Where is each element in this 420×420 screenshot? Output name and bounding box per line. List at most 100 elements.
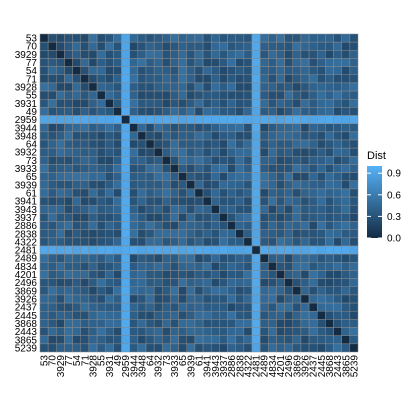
heatmap-cell <box>121 310 130 320</box>
heatmap-cell <box>227 286 236 296</box>
heatmap-cell <box>333 278 342 288</box>
heatmap-cell <box>88 188 98 198</box>
heatmap-cell <box>39 213 49 222</box>
heatmap-cell <box>259 270 269 279</box>
heatmap-cell <box>251 302 261 312</box>
heatmap-cell <box>251 262 261 271</box>
heatmap-cell <box>316 278 326 288</box>
heatmap-cell <box>153 294 163 304</box>
heatmap-cell <box>349 50 359 59</box>
heatmap-cell <box>235 139 245 149</box>
heatmap-cell <box>178 302 188 312</box>
y-tick-label: 64 <box>26 140 38 151</box>
heatmap-cell <box>268 310 277 320</box>
heatmap-cell <box>80 213 90 222</box>
heatmap-cell <box>170 139 179 149</box>
heatmap-cell <box>186 278 196 288</box>
heatmap-cell <box>316 335 326 345</box>
heatmap-cell <box>276 229 285 239</box>
heatmap-cell <box>64 188 73 198</box>
heatmap-cell <box>186 66 196 76</box>
heatmap-cell <box>210 319 220 328</box>
heatmap-cell <box>235 335 245 345</box>
heatmap-cell <box>300 253 310 263</box>
heatmap-cell <box>251 286 261 296</box>
heatmap-cell <box>259 82 269 92</box>
heatmap-cell <box>56 196 65 206</box>
heatmap-cell <box>268 221 277 230</box>
heatmap-cell <box>178 245 188 255</box>
heatmap-cell <box>186 58 196 67</box>
heatmap-cell <box>113 302 122 312</box>
heatmap-cell <box>194 343 204 353</box>
x-tick-label: 2496 <box>284 355 295 378</box>
heatmap-cell <box>113 294 122 304</box>
heatmap-cell <box>88 164 98 173</box>
heatmap-cell <box>121 139 130 149</box>
heatmap-cell <box>162 139 171 149</box>
heatmap-cell <box>268 319 277 328</box>
heatmap-cell <box>235 286 245 296</box>
heatmap-cell <box>47 139 57 149</box>
heatmap-cell <box>194 33 204 43</box>
heatmap-cell <box>341 221 351 230</box>
heatmap-cell <box>219 213 228 222</box>
heatmap-cell <box>219 180 228 190</box>
heatmap-cell <box>325 204 334 214</box>
heatmap-cell <box>284 33 294 43</box>
heatmap-cell <box>227 107 236 116</box>
x-tick-label: 2886 <box>227 355 238 378</box>
heatmap-cell <box>243 245 253 255</box>
heatmap-cell <box>145 180 155 190</box>
heatmap-cell <box>210 262 220 271</box>
heatmap-cell <box>341 302 351 312</box>
heatmap-cell <box>227 270 236 279</box>
heatmap-cell <box>308 262 318 271</box>
heatmap-cell <box>325 156 334 165</box>
heatmap-cell <box>64 278 73 288</box>
heatmap-cell <box>308 41 318 51</box>
heatmap-cell <box>202 74 212 84</box>
heatmap-cell <box>268 327 277 336</box>
heatmap-cell <box>137 50 147 59</box>
heatmap-cell <box>113 327 122 336</box>
heatmap-cell <box>39 172 49 182</box>
heatmap-cell <box>104 98 114 108</box>
heatmap-cell <box>39 327 49 336</box>
heatmap-cell <box>194 164 204 173</box>
heatmap-cell <box>47 74 57 84</box>
heatmap-cell <box>96 245 106 255</box>
heatmap-cell <box>316 302 326 312</box>
heatmap-cell <box>153 245 163 255</box>
heatmap-cell <box>113 147 122 157</box>
heatmap-cell <box>178 343 188 353</box>
heatmap-cell <box>121 221 130 230</box>
heatmap-cell <box>47 204 57 214</box>
heatmap-cell <box>64 156 73 165</box>
heatmap-cell <box>276 237 285 247</box>
heatmap-cell <box>162 188 171 198</box>
heatmap-cell <box>178 270 188 279</box>
heatmap-cell <box>153 147 163 157</box>
heatmap-cell <box>235 164 245 173</box>
heatmap-cell <box>284 335 294 345</box>
heatmap-cell <box>39 270 49 279</box>
heatmap-cell <box>292 335 302 345</box>
heatmap-cell <box>300 245 310 255</box>
heatmap-cell <box>121 302 130 312</box>
heatmap-cell <box>129 123 139 133</box>
heatmap-cell <box>333 180 342 190</box>
heatmap-cell <box>162 229 171 239</box>
heatmap-cell <box>162 131 171 141</box>
heatmap-cell <box>202 204 212 214</box>
heatmap-cell <box>202 343 212 353</box>
heatmap-cell <box>72 310 82 320</box>
y-tick-label: 53 <box>26 34 38 45</box>
heatmap-cell <box>162 74 171 84</box>
heatmap-cell <box>88 180 98 190</box>
heatmap-cell <box>219 270 228 279</box>
y-tick-label: 2445 <box>15 311 38 322</box>
heatmap-cell <box>104 229 114 239</box>
heatmap-cell <box>137 58 147 67</box>
